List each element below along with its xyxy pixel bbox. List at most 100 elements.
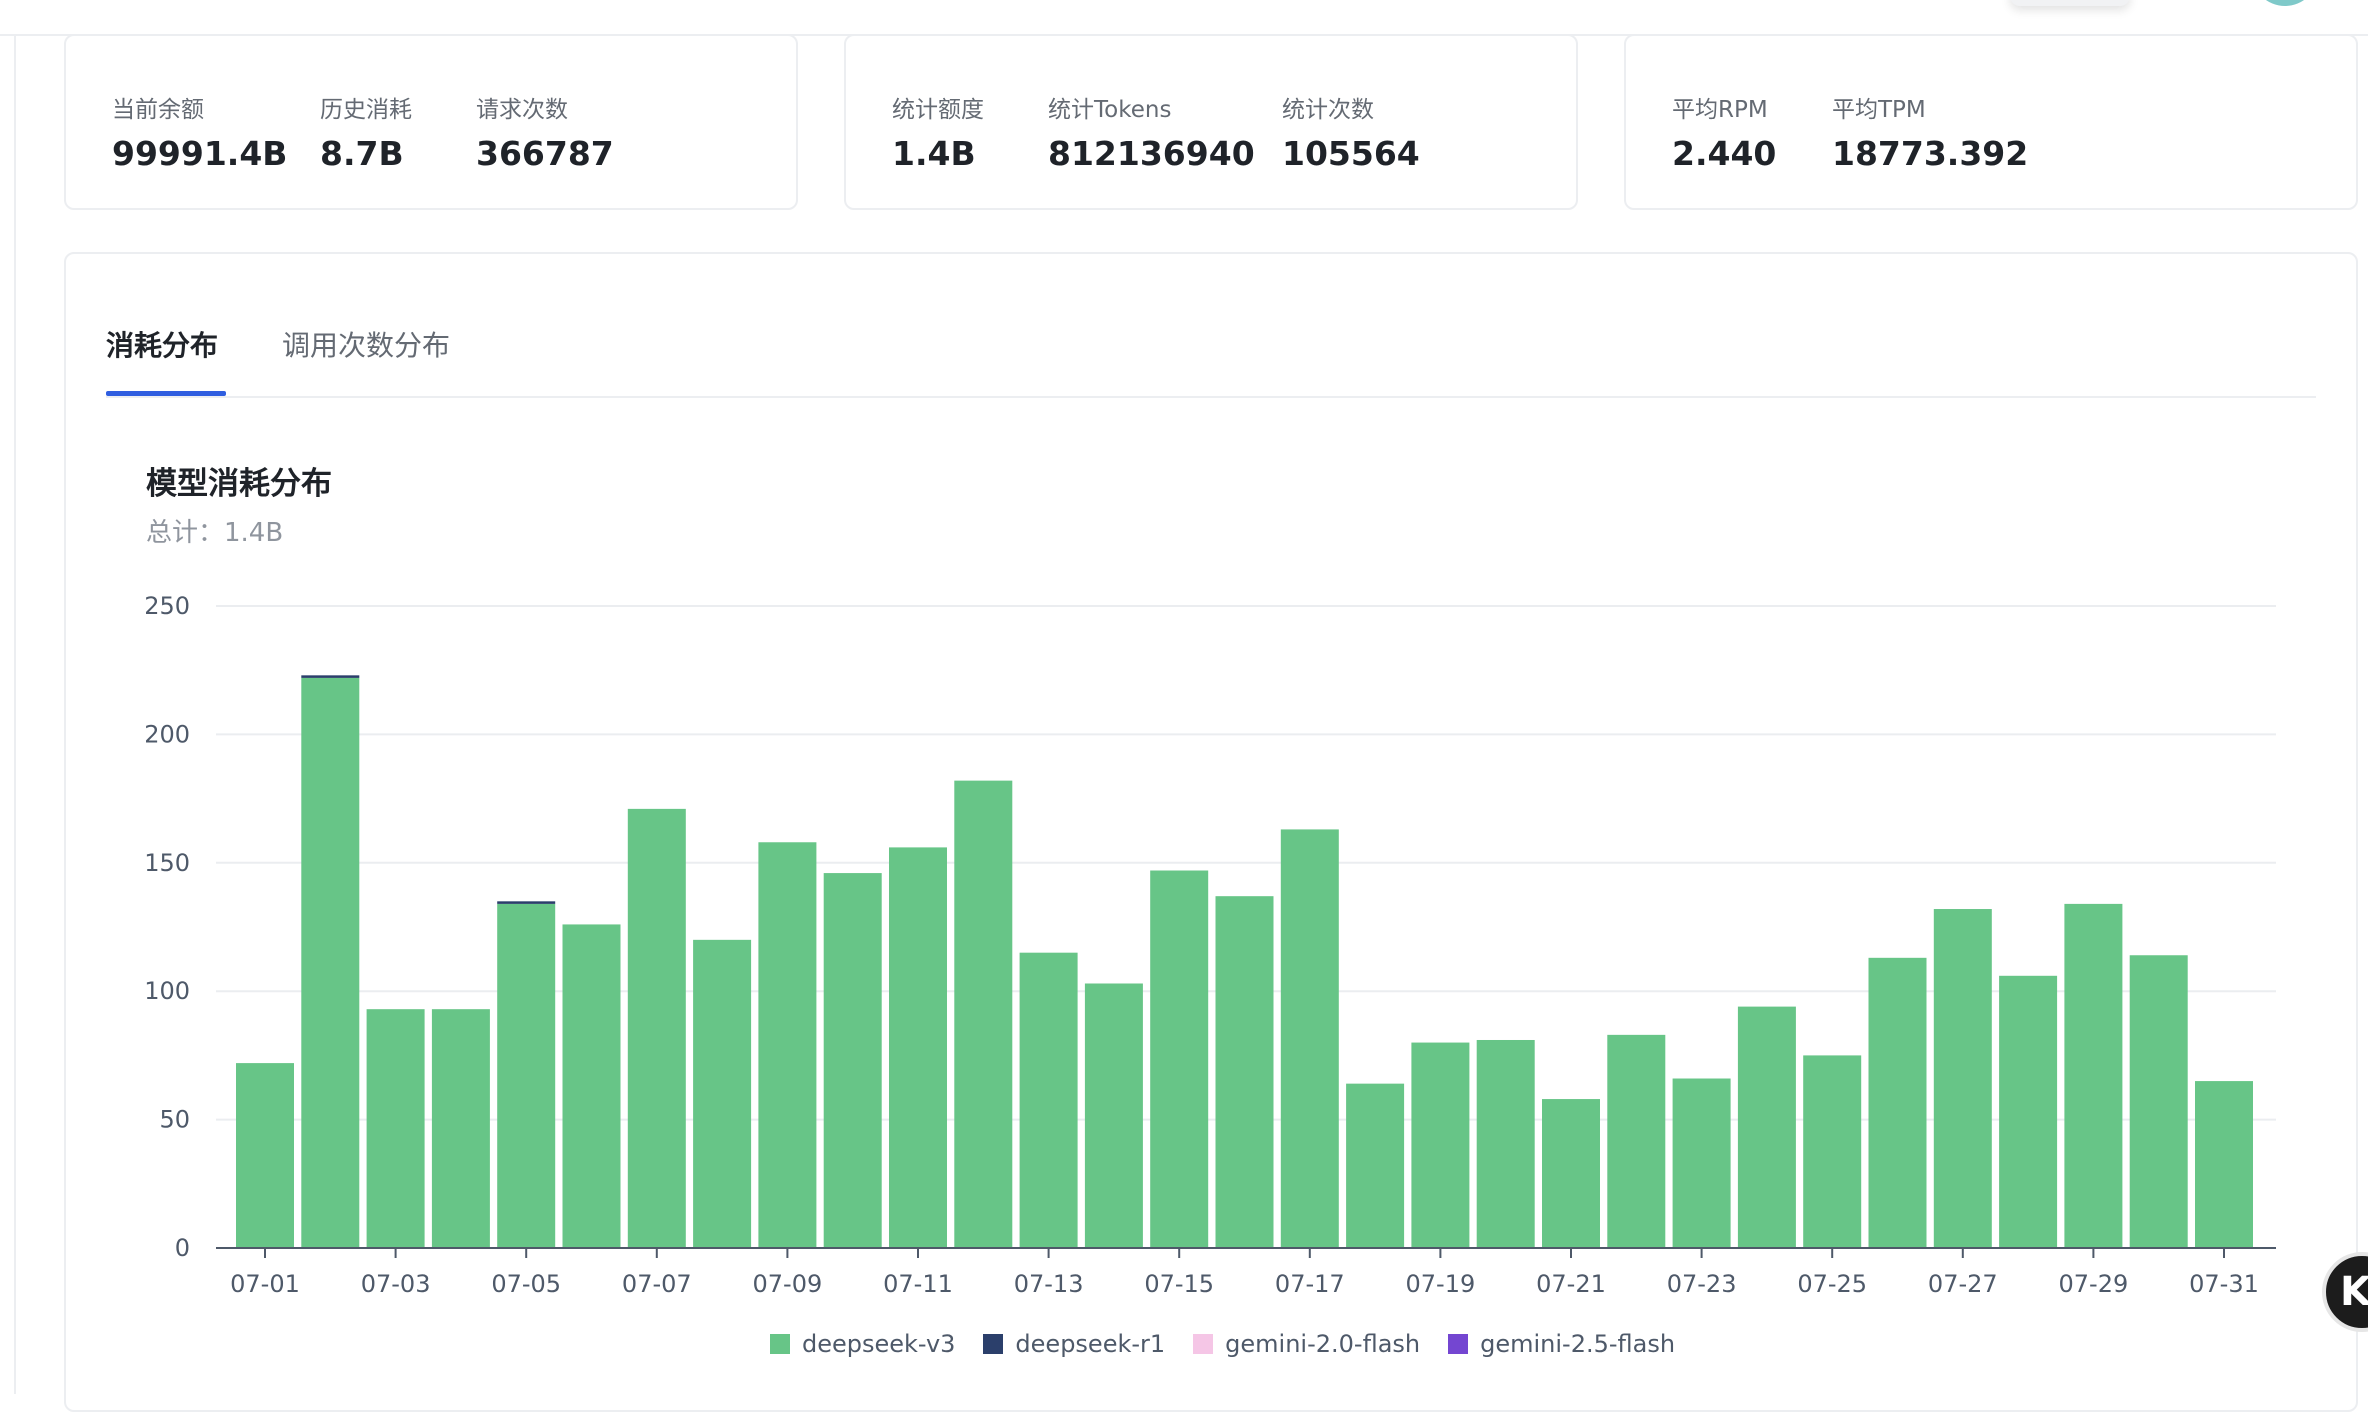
bar-deepseek-v3 <box>889 847 947 1248</box>
stat-tokens: 统计Tokens 812136940 <box>1048 90 1255 173</box>
stat-card-balance: 当前余额 99991.4B 历史消耗 8.7B 请求次数 366787 <box>64 34 798 210</box>
stat-value: 812136940 <box>1048 134 1255 173</box>
y-tick-label: 250 <box>144 592 190 620</box>
legend-label: gemini-2.0-flash <box>1225 1330 1421 1358</box>
bar-deepseek-v3 <box>1084 983 1143 1248</box>
y-tick-label: 150 <box>144 849 190 877</box>
bar-deepseek-v3 <box>1803 1055 1862 1248</box>
stat-avg-tpm: 平均TPM 18773.392 <box>1832 90 2028 173</box>
stat-value: 366787 <box>476 134 614 173</box>
bar-deepseek-v3 <box>954 780 1013 1248</box>
bar-deepseek-v3 <box>1672 1078 1731 1248</box>
stat-request-count: 请求次数 366787 <box>476 90 614 173</box>
y-tick-label: 100 <box>144 977 190 1005</box>
stat-label: 统计额度 <box>892 97 984 123</box>
x-tick-label: 07-03 <box>361 1270 431 1298</box>
stat-avg-rpm: 平均RPM 2.440 <box>1672 90 1776 173</box>
chart-title: 模型消耗分布 <box>146 466 332 502</box>
bar-deepseek-v3 <box>1280 829 1339 1248</box>
legend-swatch <box>1448 1334 1469 1354</box>
x-tick-label: 07-17 <box>1275 1270 1345 1298</box>
legend-label: deepseek-r1 <box>1015 1330 1166 1358</box>
x-tick-label: 07-01 <box>230 1270 300 1298</box>
legend-swatch <box>1193 1334 1214 1354</box>
legend-item[interactable]: deepseek-v3 <box>770 1330 955 1358</box>
bar-deepseek-r1 <box>497 901 556 904</box>
stat-quota: 统计额度 1.4B <box>892 90 984 173</box>
bar-deepseek-v3 <box>1411 1042 1470 1248</box>
bar-deepseek-r1 <box>301 675 360 678</box>
stat-value: 1.4B <box>892 134 976 173</box>
chart-total: 总计：1.4B <box>146 518 284 548</box>
bar-deepseek-v3 <box>431 1009 490 1248</box>
bar-deepseek-v3 <box>236 1063 294 1248</box>
tab-call-count-distribution[interactable]: 调用次数分布 <box>282 329 451 362</box>
bar-deepseek-v3 <box>1346 1083 1405 1248</box>
stat-label: 历史消耗 <box>320 97 412 123</box>
y-tick-label: 200 <box>144 720 190 748</box>
bar-deepseek-v3 <box>2129 955 2188 1248</box>
bar-deepseek-v3 <box>1476 1039 1535 1248</box>
x-tick-label: 07-31 <box>2189 1270 2259 1298</box>
bar-deepseek-v3 <box>1542 1099 1600 1248</box>
bar-deepseek-v3 <box>2195 1081 2253 1248</box>
stat-label: 请求次数 <box>476 97 568 123</box>
stat-label: 平均RPM <box>1672 97 1768 123</box>
stat-card-statistics: 统计额度 1.4B 统计Tokens 812136940 统计次数 105564 <box>844 34 1578 210</box>
bar-deepseek-v3 <box>1607 1034 1666 1248</box>
bar-deepseek-v3 <box>1868 957 1927 1248</box>
tab-consumption-distribution[interactable]: 消耗分布 <box>106 329 219 362</box>
bar-deepseek-v3 <box>366 1009 425 1248</box>
y-tick-label: 50 <box>159 1106 190 1134</box>
stat-history-consumption: 历史消耗 8.7B <box>320 90 412 173</box>
top-bar-toggle[interactable] <box>2010 0 2130 6</box>
bar-deepseek-v3 <box>693 939 752 1248</box>
legend-label: gemini-2.5-flash <box>1480 1330 1676 1358</box>
stat-value: 8.7B <box>320 134 404 173</box>
stat-count: 统计次数 105564 <box>1282 90 1420 173</box>
legend-swatch <box>983 1334 1004 1354</box>
x-tick-label: 07-27 <box>1928 1270 1998 1298</box>
bar-deepseek-v3 <box>758 842 817 1248</box>
bar-deepseek-v3 <box>627 808 686 1248</box>
stat-label: 平均TPM <box>1832 97 1926 123</box>
x-tick-label: 07-15 <box>1144 1270 1214 1298</box>
legend-item[interactable]: gemini-2.5-flash <box>1448 1330 1675 1358</box>
x-tick-label: 07-29 <box>2059 1270 2129 1298</box>
x-tick-label: 07-07 <box>622 1270 692 1298</box>
legend-label: deepseek-v3 <box>802 1330 956 1358</box>
x-tick-label: 07-11 <box>883 1270 953 1298</box>
stat-current-balance: 当前余额 99991.4B <box>112 90 287 173</box>
legend-item[interactable]: gemini-2.0-flash <box>1193 1330 1420 1358</box>
x-tick-label: 07-23 <box>1667 1270 1737 1298</box>
stat-value: 105564 <box>1282 134 1420 173</box>
x-tick-label: 07-25 <box>1797 1270 1867 1298</box>
bar-deepseek-v3 <box>1933 909 1992 1248</box>
bar-deepseek-v3 <box>2064 903 2123 1248</box>
x-tick-label: 07-19 <box>1406 1270 1476 1298</box>
bar-deepseek-v3 <box>1999 975 2058 1248</box>
bar-deepseek-v3 <box>301 677 360 1248</box>
bar-deepseek-v3 <box>562 924 621 1248</box>
active-tab-indicator <box>106 391 226 396</box>
bar-deepseek-v3 <box>1215 896 1274 1248</box>
stat-value: 2.440 <box>1672 134 1777 173</box>
bar-deepseek-v3 <box>1737 1006 1796 1248</box>
x-tick-label: 07-09 <box>753 1270 823 1298</box>
stat-label: 统计Tokens <box>1048 97 1172 123</box>
stat-card-average: 平均RPM 2.440 平均TPM 18773.392 <box>1624 34 2358 210</box>
legend-swatch <box>770 1334 790 1354</box>
bar-deepseek-v3 <box>1019 952 1078 1248</box>
avatar[interactable] <box>2252 0 2318 6</box>
x-tick-label: 07-05 <box>491 1270 561 1298</box>
x-tick-label: 07-21 <box>1536 1270 1606 1298</box>
stat-label: 统计次数 <box>1282 97 1374 123</box>
legend-item[interactable]: deepseek-r1 <box>983 1330 1165 1358</box>
stat-value: 18773.392 <box>1832 134 2029 173</box>
stat-label: 当前余额 <box>112 97 204 123</box>
sidebar-divider <box>14 36 16 1394</box>
bar-deepseek-v3 <box>823 873 882 1248</box>
bar-deepseek-v3 <box>1150 870 1209 1248</box>
stat-value: 99991.4B <box>112 134 288 173</box>
